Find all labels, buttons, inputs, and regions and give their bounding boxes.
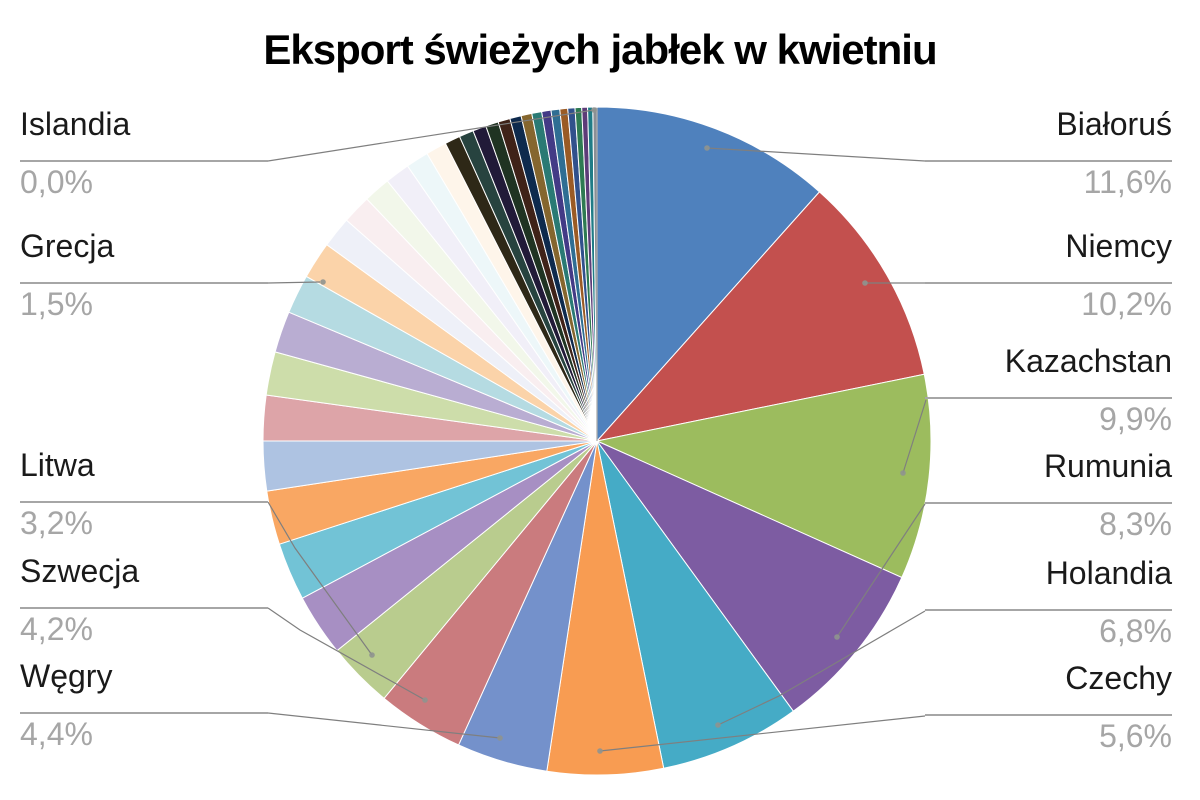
callout-underline-Holandia bbox=[925, 609, 1172, 611]
leader-line-Kazachstan bbox=[902, 399, 927, 474]
callout-name-Holandia: Holandia bbox=[1045, 555, 1172, 591]
callout-name-Białoruś: Białoruś bbox=[1056, 106, 1172, 142]
callout-name-Kazachstan: Kazachstan bbox=[1004, 343, 1172, 379]
callout-pct-Grecja: 1,5% bbox=[20, 286, 93, 322]
callout-name-Szwecja: Szwecja bbox=[20, 553, 140, 589]
leader-line-Białoruś bbox=[706, 147, 926, 162]
callout-name-Litwa: Litwa bbox=[20, 447, 95, 483]
callout-pct-Kazachstan: 9,9% bbox=[1099, 401, 1172, 437]
callout-pct-Litwa: 3,2% bbox=[20, 505, 93, 541]
pie-slice-Niemcy bbox=[596, 191, 925, 442]
leader-dot-Białoruś bbox=[704, 145, 710, 151]
callout-underline-Grecja bbox=[20, 282, 268, 284]
callout-pct-Szwecja: 4,2% bbox=[20, 611, 93, 647]
callout-underline-Białoruś bbox=[925, 160, 1172, 162]
leader-dot-Islandia bbox=[591, 107, 597, 113]
leader-dot-Niemcy bbox=[862, 280, 868, 286]
callout-pct-Rumunia: 8,3% bbox=[1099, 506, 1172, 542]
leader-dot-Kazachstan bbox=[900, 470, 906, 476]
leader-dot-Węgry bbox=[497, 735, 503, 741]
callout-pct-Niemcy: 10,2% bbox=[1081, 286, 1172, 322]
leader-line-Grecja bbox=[267, 281, 321, 284]
callout-pct-Islandia: 0,0% bbox=[20, 164, 93, 200]
pie-slice-Kazachstan bbox=[596, 373, 932, 578]
leader-dot-Czechy bbox=[597, 748, 603, 754]
callout-pct-Białoruś: 11,6% bbox=[1083, 164, 1172, 200]
leader-line-Szwecja bbox=[267, 607, 426, 701]
callout-name-Czechy: Czechy bbox=[1065, 660, 1172, 696]
callout-underline-Czechy bbox=[925, 714, 1172, 716]
leader-dot-Grecja bbox=[320, 279, 326, 285]
callout-name-Rumunia: Rumunia bbox=[1043, 448, 1172, 484]
callout-underline-Islandia bbox=[20, 160, 268, 162]
leader-dot-Rumunia bbox=[834, 634, 840, 640]
callout-name-Niemcy: Niemcy bbox=[1065, 228, 1172, 264]
leader-line-Litwa bbox=[267, 501, 373, 656]
pie-slice-Białoruś bbox=[596, 106, 820, 442]
callout-underline-Węgry bbox=[20, 712, 268, 714]
leader-line-Holandia bbox=[717, 610, 926, 726]
callout-pct-Czechy: 5,6% bbox=[1099, 718, 1172, 754]
callout-underline-Szwecja bbox=[20, 607, 268, 609]
pie-slice-other-39 bbox=[592, 106, 598, 442]
callout-underline-Rumunia bbox=[925, 502, 1172, 504]
chart-title: Eksport świeżych jabłek w kwietniu bbox=[263, 26, 937, 73]
callout-underline-Niemcy bbox=[925, 282, 1172, 284]
callout-underline-Kazachstan bbox=[925, 397, 1172, 399]
leader-dot-Litwa bbox=[369, 652, 375, 658]
pie-slice-Holandia bbox=[596, 440, 794, 769]
callout-name-Węgry: Węgry bbox=[20, 658, 113, 694]
callout-name-Grecja: Grecja bbox=[20, 228, 115, 264]
callout-pct-Węgry: 4,4% bbox=[20, 716, 93, 752]
callout-name-Islandia: Islandia bbox=[20, 106, 131, 142]
leader-dot-Holandia bbox=[715, 722, 721, 728]
leader-line-Czechy bbox=[599, 715, 926, 752]
leader-dot-Szwecja bbox=[422, 697, 428, 703]
callout-underline-Litwa bbox=[20, 501, 268, 503]
leader-line-Rumunia bbox=[836, 503, 926, 638]
callout-pct-Holandia: 6,8% bbox=[1099, 613, 1172, 649]
leader-line-Węgry bbox=[267, 712, 501, 739]
leader-line-Islandia bbox=[267, 109, 595, 162]
